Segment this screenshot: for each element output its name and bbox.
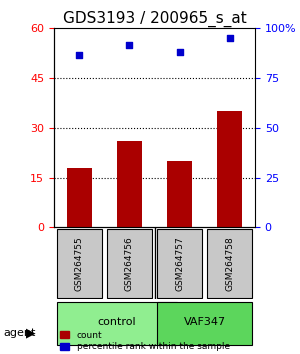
Bar [217, 111, 242, 227]
FancyBboxPatch shape [157, 302, 253, 344]
Text: GSM264758: GSM264758 [225, 236, 234, 291]
FancyBboxPatch shape [107, 229, 152, 298]
Text: GSM264755: GSM264755 [75, 236, 84, 291]
Point [177, 49, 182, 55]
FancyBboxPatch shape [157, 229, 202, 298]
Bar [67, 168, 92, 227]
FancyBboxPatch shape [56, 229, 102, 298]
Point [77, 52, 82, 58]
Text: control: control [98, 317, 136, 327]
Title: GDS3193 / 200965_s_at: GDS3193 / 200965_s_at [63, 11, 246, 27]
Text: agent: agent [3, 328, 35, 338]
Bar [167, 161, 192, 227]
Legend: count, percentile rank within the sample: count, percentile rank within the sample [58, 329, 232, 353]
Point [127, 42, 132, 48]
Text: VAF347: VAF347 [184, 317, 226, 327]
Point [227, 35, 232, 41]
Text: GSM264757: GSM264757 [175, 236, 184, 291]
FancyBboxPatch shape [56, 302, 177, 344]
Bar [117, 141, 142, 227]
Text: ▶: ▶ [26, 326, 35, 339]
FancyBboxPatch shape [207, 229, 253, 298]
Text: GSM264756: GSM264756 [125, 236, 134, 291]
